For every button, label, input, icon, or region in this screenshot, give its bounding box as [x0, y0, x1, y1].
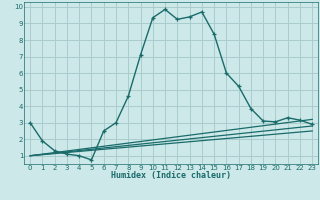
X-axis label: Humidex (Indice chaleur): Humidex (Indice chaleur) [111, 171, 231, 180]
